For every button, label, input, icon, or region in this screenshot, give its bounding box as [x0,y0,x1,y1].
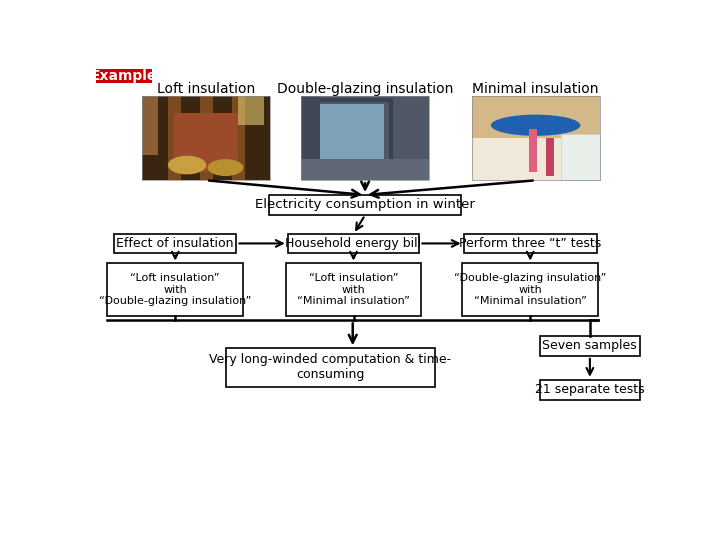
Bar [143,96,270,180]
Bar [301,96,429,180]
Ellipse shape [207,159,243,176]
Bar [301,96,320,180]
Bar [314,104,384,159]
Text: Very long-winded computation & time-
consuming: Very long-winded computation & time- con… [210,353,451,381]
Text: Effect of insulation: Effect of insulation [117,237,234,250]
FancyBboxPatch shape [539,336,640,356]
Text: 21 separate tests: 21 separate tests [535,383,644,396]
FancyBboxPatch shape [287,234,419,253]
Text: “Loft insulation”
with
“Minimal insulation”: “Loft insulation” with “Minimal insulati… [297,273,410,306]
Bar [301,96,429,180]
Bar [301,159,429,180]
Bar [307,100,391,164]
Bar [472,96,600,180]
Bar [238,96,264,125]
Ellipse shape [168,156,206,174]
FancyBboxPatch shape [286,264,421,316]
Text: Household energy bill: Household energy bill [285,237,422,250]
FancyBboxPatch shape [225,348,435,387]
Bar [143,96,270,180]
Bar [232,96,245,180]
Bar [143,96,158,155]
Bar [472,96,600,138]
FancyBboxPatch shape [96,70,152,83]
FancyBboxPatch shape [464,234,597,253]
FancyBboxPatch shape [539,380,640,400]
FancyBboxPatch shape [462,264,598,316]
Bar [546,138,554,176]
Text: Perform three “t” tests: Perform three “t” tests [459,237,601,250]
Bar [529,130,537,172]
Text: Electricity consumption in winter: Electricity consumption in winter [255,198,475,212]
Text: Loft insulation: Loft insulation [157,83,256,97]
Text: Seven samples: Seven samples [542,339,637,353]
Bar [168,96,181,180]
Ellipse shape [491,114,580,136]
FancyBboxPatch shape [269,195,462,215]
Text: “Double-glazing insulation”
with
“Minimal insulation”: “Double-glazing insulation” with “Minima… [454,273,606,306]
Bar [200,96,212,180]
FancyBboxPatch shape [114,234,236,253]
Bar [561,134,600,180]
FancyBboxPatch shape [107,264,243,316]
Bar [174,112,238,172]
Text: “Loft insulation”
with
“Double-glazing insulation”: “Loft insulation” with “Double-glazing i… [99,273,251,306]
Text: Minimal insulation: Minimal insulation [472,83,599,97]
Text: Double-glazing insulation: Double-glazing insulation [277,83,454,97]
Text: Example: Example [91,69,157,83]
Bar [472,96,600,180]
